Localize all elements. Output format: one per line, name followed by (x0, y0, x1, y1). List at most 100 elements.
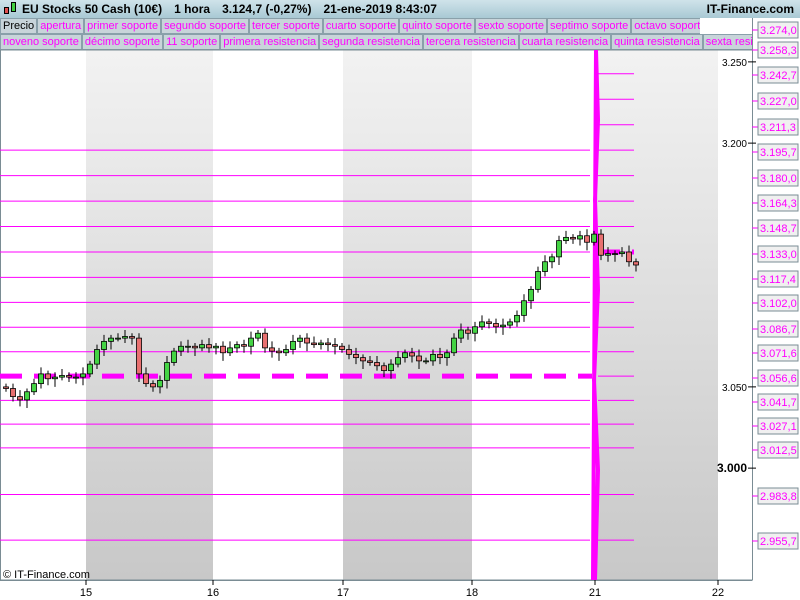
candle-body (402, 352, 408, 359)
x-tick-label: 15 (80, 587, 92, 599)
level-label: 2.983,8 (760, 491, 797, 503)
candle-body (458, 329, 464, 339)
candle-body (31, 383, 37, 393)
timeframe[interactable]: 1 hora (174, 2, 211, 16)
level-label: 3.041,7 (760, 397, 797, 409)
candle-body (507, 321, 513, 326)
candle-body (283, 349, 289, 354)
candle-body (528, 288, 534, 302)
tab-septimo-soporte[interactable]: septimo soporte (547, 18, 632, 34)
level-label-box (757, 66, 799, 84)
tab-décimo-soporte[interactable]: décimo soporte (81, 34, 164, 50)
level-label-box (757, 393, 799, 411)
candle-body (171, 350, 177, 363)
y-tick-label: 3.250 (722, 58, 747, 69)
level-label-box (757, 369, 799, 387)
candle-body (157, 379, 163, 388)
level-label-box (757, 21, 799, 39)
candle-body (318, 342, 324, 346)
level-label-box (757, 294, 799, 312)
candle-body (297, 337, 303, 342)
x-tick-label: 17 (337, 587, 349, 599)
x-tick-label: 18 (466, 587, 478, 599)
level-label: 3.086,7 (760, 324, 797, 336)
candle-body (612, 253, 618, 256)
candle-body (164, 362, 170, 381)
tab-sexto-soporte[interactable]: sexto soporte (474, 18, 548, 34)
candle-body (227, 347, 233, 354)
candle-body (381, 365, 387, 372)
candle-body (248, 337, 254, 347)
level-label-box (757, 270, 799, 288)
instrument-name: EU Stocks 50 Cash (10€) (22, 2, 163, 16)
candle-body (311, 342, 317, 346)
level-label: 3.258,3 (760, 45, 797, 57)
level-label: 3.274,0 (760, 25, 797, 37)
indicator-tabs-row-1: Precio apertura primer soporte segundo sopo… (0, 18, 700, 34)
level-label-box (757, 143, 799, 161)
candle-body (486, 321, 492, 324)
tab-octavo-soporte[interactable]: octavo soporte (631, 18, 700, 34)
y-tick-label: 3.000 (717, 461, 747, 475)
candle-body (542, 261, 548, 272)
candle-body (255, 332, 261, 339)
title-bar: EU Stocks 50 Cash (10€) 1 hora 3.124,7 (… (0, 0, 800, 18)
candle-body (563, 236, 569, 242)
candle-body (423, 360, 429, 363)
candle-body (73, 376, 79, 379)
candle-body (262, 332, 268, 349)
candle-body (241, 344, 247, 347)
level-label-box (757, 320, 799, 338)
candle-body (38, 373, 44, 385)
level-label: 2.955,7 (760, 536, 797, 548)
tab-segunda-resistencia[interactable]: segunda resistencia (319, 34, 423, 50)
level-label: 3.071,6 (760, 348, 797, 360)
level-label: 3.027,1 (760, 421, 797, 433)
tab-quinta-resistencia[interactable]: quinta resistencia (611, 34, 703, 50)
candle-body (332, 344, 338, 347)
candle-body (45, 373, 51, 380)
candle-body (199, 344, 205, 349)
level-label: 3.102,0 (760, 298, 797, 310)
candle-body (66, 375, 72, 378)
candle-body (185, 345, 191, 348)
tab-quinto-soporte[interactable]: quinto soporte (399, 18, 475, 34)
candle-body (416, 355, 422, 362)
candle-body (395, 357, 401, 365)
candle-body (437, 353, 443, 359)
candle-body (367, 360, 373, 363)
candle-body (213, 345, 219, 349)
indicator-tabs-row-2: noveno soporte décimo soporte 11 soporte pr… (0, 34, 752, 50)
candle-body (605, 253, 611, 256)
tab-segundo-soporte[interactable]: segundo soporte (161, 18, 250, 34)
candle-body (101, 340, 107, 350)
candle-body (360, 357, 366, 362)
level-label: 3.180,0 (760, 173, 797, 185)
candle-body (353, 353, 359, 359)
tab-tercer-soporte[interactable]: tercer soporte (249, 18, 323, 34)
candle-body (500, 324, 506, 328)
level-label-box (757, 245, 799, 263)
candle-body (570, 236, 576, 240)
session-band (343, 50, 472, 580)
candle-body (304, 337, 310, 344)
level-label-box (757, 417, 799, 435)
candle-body (94, 349, 100, 365)
candle-body (122, 336, 128, 339)
tab-sexta-resistencia[interactable]: sexta resistencia (702, 34, 752, 50)
level-label-box (757, 344, 799, 362)
level-label-box (757, 487, 799, 505)
tab-apertura[interactable]: apertura (37, 18, 85, 34)
level-label-box (757, 169, 799, 187)
tab-precio[interactable]: Precio (0, 18, 38, 34)
tab-primer-soporte[interactable]: primer soporte (84, 18, 162, 34)
tab-tercera-resistencia[interactable]: tercera resistencia (423, 34, 519, 50)
candle-body (129, 336, 135, 339)
level-label: 3.012,5 (760, 445, 797, 457)
candle-body (409, 352, 415, 357)
level-label-box (757, 41, 799, 59)
candle-body (143, 373, 149, 385)
candle-body (234, 344, 240, 349)
tab-cuarto-soporte[interactable]: cuarto soporte (322, 18, 400, 34)
